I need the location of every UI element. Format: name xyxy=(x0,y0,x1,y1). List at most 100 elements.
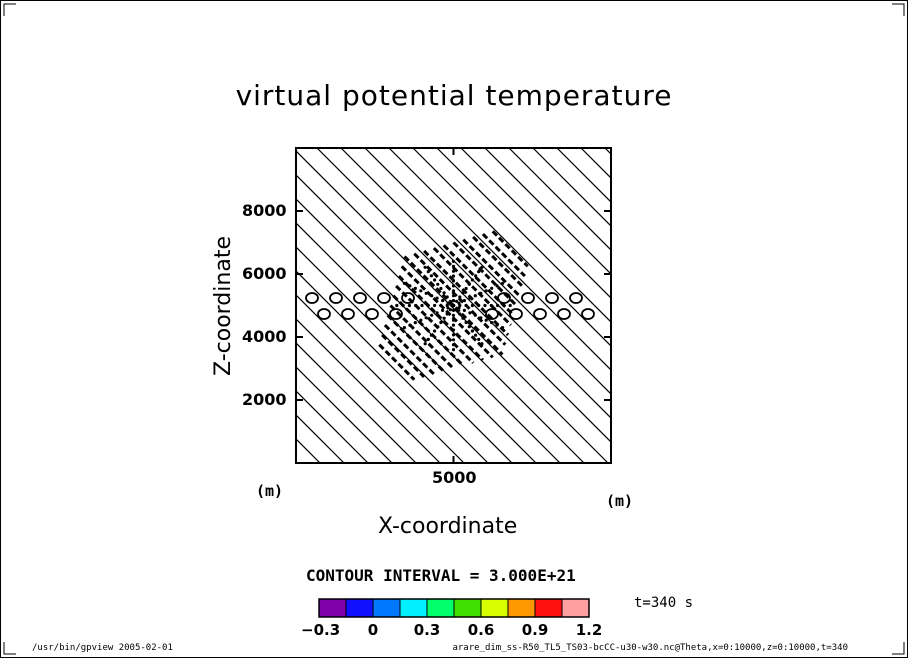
contour-dot xyxy=(470,278,474,282)
contour-line xyxy=(580,148,611,179)
corner-mark-bottom-left xyxy=(3,642,16,655)
contour-loop xyxy=(545,292,559,304)
contour-dot xyxy=(495,323,499,327)
contour-dot xyxy=(477,337,481,341)
contour-dot xyxy=(448,308,452,312)
contour-dot xyxy=(508,303,512,308)
contour-dot xyxy=(433,329,437,333)
contour-dot xyxy=(470,329,474,333)
contour-line xyxy=(773,148,908,463)
contour-line xyxy=(893,148,908,463)
colorbar-swatch xyxy=(318,598,347,618)
disturbance-contour xyxy=(423,249,510,336)
disturbance-contour xyxy=(397,275,484,362)
contour-dot xyxy=(458,295,462,299)
disturbance-contour xyxy=(378,343,416,381)
contour-loop xyxy=(485,308,499,320)
contour-dot xyxy=(419,318,423,322)
colorbar-swatch xyxy=(372,598,401,618)
contour-line xyxy=(296,246,513,463)
contour-dot xyxy=(429,333,433,337)
y-tick-label: 6000 xyxy=(242,264,287,283)
contour-line xyxy=(677,148,908,463)
contour-dot xyxy=(424,291,428,295)
contour-dot xyxy=(451,333,456,337)
contour-line xyxy=(388,148,611,371)
disturbance-contour xyxy=(386,314,445,373)
contour-dot xyxy=(435,311,439,315)
contour-dot xyxy=(451,269,456,273)
contour-dot xyxy=(442,316,446,320)
disturbance-contour xyxy=(392,294,465,367)
disturbance-contour xyxy=(381,333,426,378)
contour-loop xyxy=(509,308,523,320)
contour-line xyxy=(701,148,908,463)
contour-line xyxy=(556,148,611,203)
contour-dot xyxy=(502,303,506,308)
contour-dot xyxy=(419,289,423,293)
contour-dot xyxy=(435,296,439,300)
contour-line xyxy=(797,148,908,463)
contour-dot xyxy=(467,282,471,286)
contour-line xyxy=(296,222,537,463)
contour-dot xyxy=(474,333,478,337)
contour-dot xyxy=(439,286,443,291)
colorbar-tick-label: 0.9 xyxy=(521,621,549,639)
contour-dot xyxy=(455,308,459,312)
contour-dot xyxy=(473,313,477,317)
contour-line xyxy=(296,318,441,463)
disturbance-contour xyxy=(413,252,507,346)
contour-dot xyxy=(451,308,456,312)
contour-line xyxy=(532,148,611,227)
colorbar-swatch xyxy=(453,598,482,618)
contour-loop xyxy=(353,292,367,304)
contour-dot xyxy=(496,303,500,308)
contour-dot xyxy=(423,265,427,269)
contour-dot xyxy=(474,274,478,278)
contour-line xyxy=(845,148,908,463)
colorbar-tick-label: 1.2 xyxy=(575,621,603,639)
contour-dot xyxy=(420,303,424,308)
contour-loop xyxy=(329,292,343,304)
contour-dot xyxy=(451,284,456,288)
contour-dot xyxy=(436,282,440,286)
y-tick-label: 8000 xyxy=(242,201,287,220)
colorbar-swatch xyxy=(345,598,374,618)
contour-line xyxy=(629,148,908,463)
corner-mark-top-left xyxy=(3,3,16,16)
contour-dot xyxy=(451,343,456,347)
contour-dot xyxy=(479,316,483,320)
contour-dot xyxy=(451,313,456,317)
contour-dot xyxy=(448,299,452,303)
contour-line xyxy=(296,390,369,463)
y-tick-label: 2000 xyxy=(242,390,287,409)
disturbance-contour xyxy=(491,230,529,268)
contour-dot xyxy=(402,281,406,285)
contour-dot xyxy=(408,323,412,327)
contour-dot xyxy=(426,303,430,308)
contour-dot xyxy=(408,284,412,288)
contour-dot xyxy=(430,294,434,298)
contour-dot xyxy=(473,294,477,298)
contour-dot xyxy=(451,259,456,263)
contour-dot xyxy=(433,303,437,308)
contour-loop xyxy=(305,292,319,304)
contour-line xyxy=(296,270,489,463)
contour-loop xyxy=(533,308,547,320)
contour-dot xyxy=(436,325,440,329)
contour-line xyxy=(296,342,417,463)
time-label: t=340 s xyxy=(634,595,694,611)
chart-title: virtual potential temperature xyxy=(235,79,673,112)
x-axis-label: X-coordinate xyxy=(378,514,518,539)
disturbance-contour xyxy=(383,324,435,376)
contour-dot xyxy=(461,291,465,295)
contour-dot xyxy=(451,323,456,327)
contour-dot xyxy=(457,306,461,310)
contour-dot xyxy=(490,321,494,325)
contour-line xyxy=(460,148,611,299)
contour-dot xyxy=(451,264,456,268)
contour-dot xyxy=(480,265,484,269)
colorbar xyxy=(318,598,590,618)
contour-dot xyxy=(401,303,405,308)
